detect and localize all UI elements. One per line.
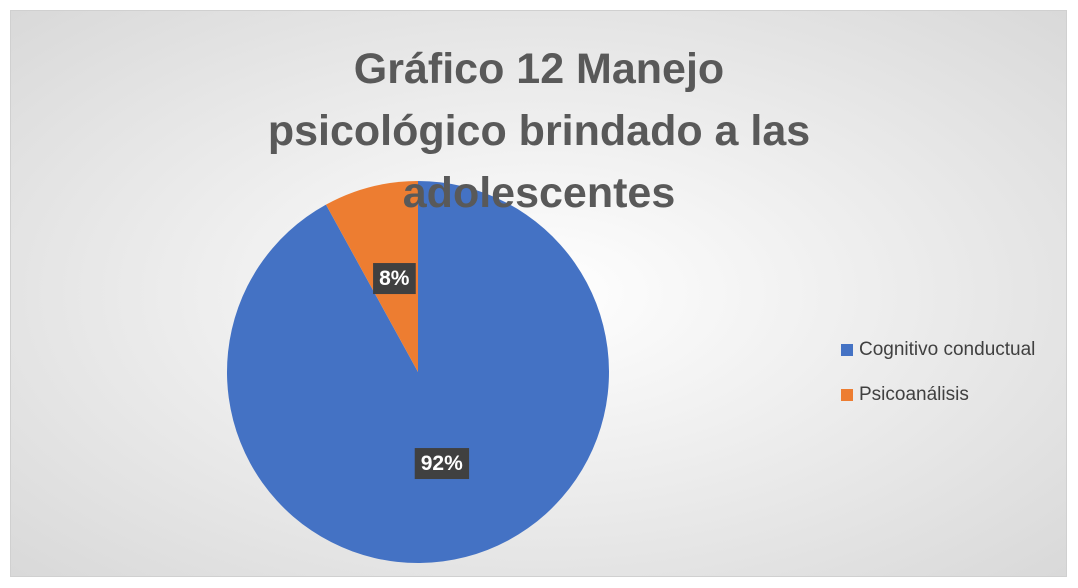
legend-label: Cognitivo conductual <box>859 339 1035 360</box>
chart-title: Gráfico 12 Manejo psicológico brindado a… <box>267 45 811 217</box>
data-label: 8% <box>379 267 410 290</box>
legend-label: Psicoanálisis <box>859 384 969 405</box>
data-label: 92% <box>421 452 463 475</box>
data-label-box <box>414 448 470 480</box>
data-label-box <box>373 263 416 295</box>
pie-slice <box>325 181 418 372</box>
legend-swatch <box>841 344 853 356</box>
pie-slice <box>227 181 610 563</box>
legend-swatch <box>841 389 853 401</box>
